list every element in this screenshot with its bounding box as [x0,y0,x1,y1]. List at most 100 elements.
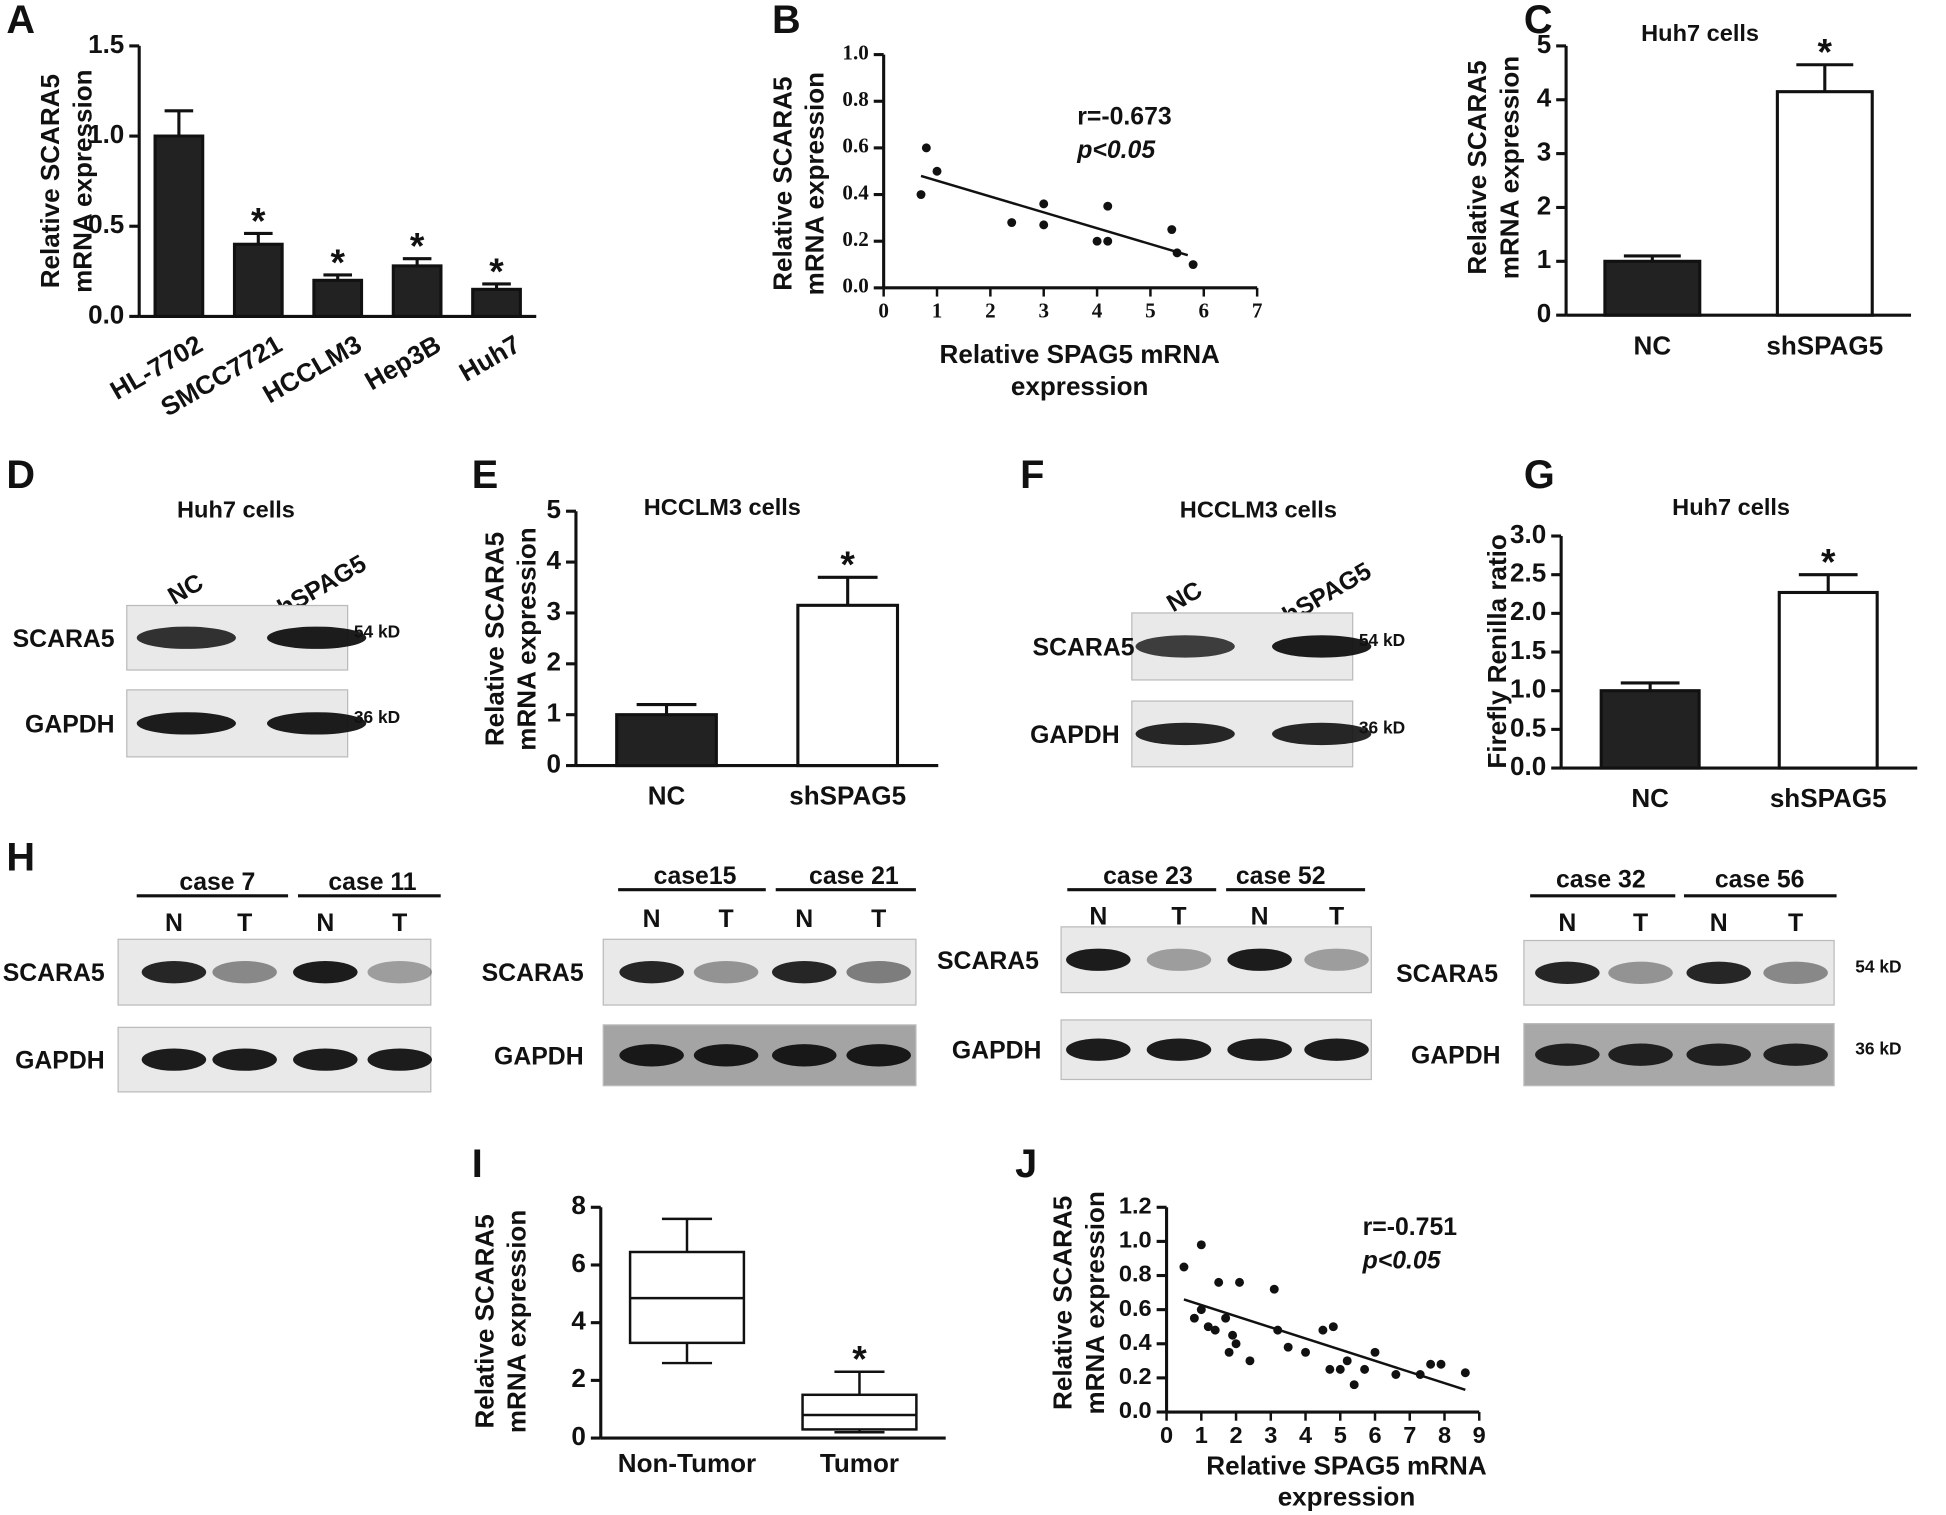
band [293,1048,358,1071]
bar [471,287,522,318]
point [1210,1325,1220,1335]
point [1228,1330,1238,1340]
y-tick-label: 5 [1537,29,1552,59]
y-tick-label: 6 [571,1248,585,1278]
y-axis-label: Relative SCARA5 [1048,1196,1078,1410]
band [771,1044,837,1067]
x-tick-label: 5 [1334,1422,1347,1448]
row-label: SCARA5 [1396,961,1498,988]
x-tick-label: 7 [1403,1422,1416,1448]
y-tick-label: 1 [547,698,562,728]
point [1179,1262,1189,1272]
lane-label: N [1710,910,1728,937]
x-tick-label: NC [1634,330,1672,360]
y-tick-label: 0.6 [1119,1295,1152,1321]
stat-annotation: r=-0.673 [1077,103,1171,130]
y-tick-label: 0.4 [1119,1329,1152,1355]
y-tick-label: 2 [547,647,562,677]
lane-label: T [719,906,734,933]
point [1196,1305,1206,1315]
x-tick-label: 0 [1160,1422,1173,1448]
lane-label: N [165,910,183,937]
lane-label: T [871,906,886,933]
band [1535,961,1600,984]
stat-annotation: p<0.05 [1076,137,1156,164]
y-tick-label: 8 [571,1190,585,1220]
point [1426,1359,1436,1369]
point [1188,260,1198,270]
band [693,960,759,984]
blot-title: HCCLM3 cells [1180,496,1337,522]
x-tick-label: 4 [1299,1422,1312,1448]
point [1335,1364,1345,1374]
panel-letter: J [1015,1142,1037,1186]
y-tick-label: 1.5 [1510,635,1546,665]
point [1224,1347,1234,1357]
y-axis-label: Firefly Renilla ratio [1482,534,1512,769]
point [1370,1347,1380,1357]
x-tick-label: 2 [985,299,996,323]
band [1535,1043,1600,1066]
x-tick-label: 0 [878,299,889,323]
lane-label: T [1329,904,1344,931]
y-tick-label: 4 [571,1306,586,1336]
point [1103,201,1113,211]
blot-membrane [117,938,432,1006]
trend-line [920,174,1189,257]
significance-mark: * [852,1338,867,1380]
row-label: SCARA5 [1033,634,1135,661]
significance-mark: * [1821,541,1836,583]
x-tick-label: NC [1631,783,1669,813]
bar [615,713,718,768]
band [141,1048,207,1071]
significance-mark: * [1818,31,1833,73]
x-tick-label: 3 [1038,299,1049,323]
bar [391,264,443,318]
point [1349,1380,1359,1390]
x-tick-label: 8 [1438,1422,1451,1448]
y-tick-label: 2 [1537,190,1552,220]
size-label: 54 kD [354,621,400,641]
band [846,1044,911,1067]
point [1167,225,1177,235]
y-axis-label: Relative SCARA5 [479,532,509,746]
band [1608,961,1673,984]
point [1328,1322,1338,1332]
row-label: SCARA5 [937,948,1039,975]
band [1146,948,1212,971]
y-tick-label: 5 [547,494,562,524]
band [1227,948,1292,971]
significance-mark: * [251,199,266,241]
significance-mark: * [840,543,855,585]
band [212,1048,277,1071]
band [136,712,236,735]
row-label: SCARA5 [482,960,584,987]
y-tick-label: 3 [1537,136,1552,166]
row-label: GAPDH [1030,722,1120,749]
panel-letter: H [6,835,35,879]
trend-line [1183,1298,1466,1392]
y-tick-label: 0.5 [88,209,124,239]
bar [1775,90,1874,317]
size-label: 54 kD [1855,956,1901,976]
panel-letter: F [1020,453,1044,497]
x-tick-label: 1 [932,299,943,323]
x-tick-label: shSPAG5 [789,781,906,811]
blot-title: Huh7 cells [177,496,295,522]
row-label: GAPDH [952,1038,1042,1065]
point [932,166,942,176]
x-tick-label: Tumor [820,1448,899,1478]
band [266,626,367,649]
band [266,712,367,735]
x-tick-label: shSPAG5 [1766,330,1883,360]
point [1203,1322,1213,1332]
y-tick-label: 0.0 [88,299,124,329]
x-tick-label: 1 [1195,1422,1208,1448]
point [1189,1313,1199,1323]
point [1235,1277,1244,1287]
point [1039,220,1049,230]
y-tick-label: 4 [547,545,562,575]
point [1325,1364,1335,1374]
row-label: SCARA5 [13,626,115,653]
